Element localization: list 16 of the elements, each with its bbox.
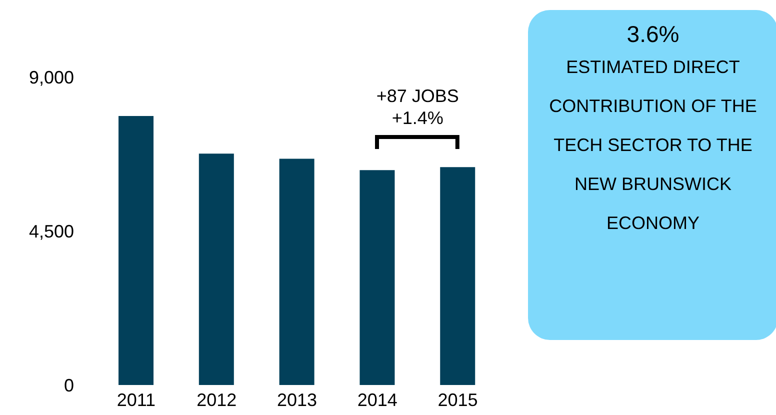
bar	[279, 158, 314, 385]
y-tick-label: 4,500	[28, 221, 74, 242]
x-tick-label: 2013	[276, 390, 318, 410]
x-tick-label: 2012	[196, 390, 237, 410]
x-tick-label: 2014	[357, 390, 398, 410]
bar	[440, 167, 476, 385]
annotation: +87 JOBS	[375, 85, 460, 108]
bar	[360, 170, 395, 385]
x-tick-label: 2015	[438, 390, 478, 410]
info-card: 3.6% ESTIMATED DIRECT CONTRIBUTION OF THE TECH SECTOR TO THE NEW BRUNSWICK ECONOMY	[528, 10, 776, 340]
bar	[198, 154, 234, 385]
x-tick-label: 2011	[116, 390, 156, 410]
bar	[118, 116, 154, 385]
y-tick-label: 9,000	[28, 67, 74, 88]
y-tick-label: 0	[64, 375, 74, 396]
annotation: +1.4%	[390, 107, 444, 130]
